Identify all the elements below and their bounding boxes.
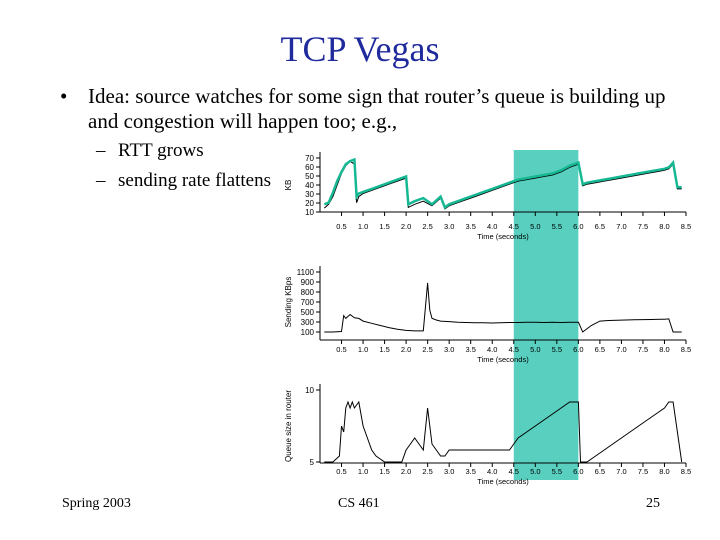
x-tick-label: 1.0 <box>358 222 368 231</box>
x-tick-label: 2.0 <box>401 222 411 231</box>
x-tick-label: 2.0 <box>401 345 411 354</box>
x-tick-label: 4.5 <box>509 345 519 354</box>
x-tick-label: 6.5 <box>595 467 605 476</box>
x-tick-label: 1.5 <box>379 222 389 231</box>
sub-marker: – <box>96 170 106 191</box>
x-tick-label: 8.0 <box>659 345 669 354</box>
y-tick-label: 700 <box>301 298 315 307</box>
x-tick-label: 5.0 <box>530 222 540 231</box>
y-tick-label: 1100 <box>297 268 315 277</box>
x-tick-label: 8.0 <box>659 467 669 476</box>
x-tick-label: 3.0 <box>444 222 454 231</box>
x-tick-label: 6.0 <box>573 345 583 354</box>
x-tick-label: 5.5 <box>552 222 562 231</box>
bullet-text: Idea: source watches for some sign that … <box>88 84 666 133</box>
x-tick-label: 5.0 <box>530 345 540 354</box>
highlight-band <box>513 150 579 480</box>
x-tick-label: 2.5 <box>422 222 432 231</box>
x-tick-label: 7.0 <box>616 467 626 476</box>
x-tick-label: 4.0 <box>487 467 497 476</box>
y-tick-label: 20 <box>305 199 314 208</box>
x-tick-label: 8.0 <box>659 222 669 231</box>
footer-page-number: 25 <box>646 496 660 511</box>
x-tick-label: 0.5 <box>336 222 346 231</box>
y-tick-label: 900 <box>301 278 315 287</box>
slide-title: TCP Vegas <box>280 29 440 69</box>
x-tick-label: 1.0 <box>358 345 368 354</box>
y-tick-label: 5 <box>310 458 315 467</box>
footer-date: Spring 2003 <box>62 496 131 511</box>
x-tick-label: 4.5 <box>509 467 519 476</box>
y-tick-label: 10 <box>305 208 314 217</box>
x-tick-label: 7.5 <box>638 222 648 231</box>
x-tick-label: 3.5 <box>465 467 475 476</box>
x-axis-label: Time (seconds) <box>477 355 529 364</box>
x-tick-label: 7.0 <box>616 222 626 231</box>
y-tick-label: 800 <box>301 288 315 297</box>
y-axis-label: Sending KBps <box>284 277 293 328</box>
x-tick-label: 6.5 <box>595 345 605 354</box>
x-tick-label: 6.5 <box>595 222 605 231</box>
x-tick-label: 8.5 <box>681 467 691 476</box>
x-tick-label: 3.0 <box>444 345 454 354</box>
x-tick-label: 4.5 <box>509 222 519 231</box>
x-axis-label: Time (seconds) <box>477 232 529 241</box>
y-tick-label: 60 <box>305 163 314 172</box>
y-tick-label: 100 <box>301 328 315 337</box>
x-tick-label: 7.5 <box>638 467 648 476</box>
y-axis-label: KB <box>284 180 293 191</box>
x-tick-label: 1.5 <box>379 467 389 476</box>
x-tick-label: 3.5 <box>465 222 475 231</box>
y-tick-label: 10 <box>305 386 314 395</box>
x-tick-label: 5.5 <box>552 467 562 476</box>
x-tick-label: 4.0 <box>487 345 497 354</box>
x-tick-label: 3.5 <box>465 345 475 354</box>
x-tick-label: 7.5 <box>638 345 648 354</box>
y-tick-label: 500 <box>301 308 315 317</box>
bullet-marker: • <box>60 84 68 108</box>
y-tick-label: 300 <box>301 318 315 327</box>
series-line-1 <box>324 282 682 333</box>
series-line-1 <box>323 160 682 210</box>
x-tick-label: 1.5 <box>379 345 389 354</box>
x-tick-label: 2.5 <box>422 467 432 476</box>
sub-marker: – <box>96 140 106 161</box>
footer-course: CS 461 <box>338 496 380 511</box>
y-tick-label: 30 <box>305 190 314 199</box>
x-tick-label: 2.5 <box>422 345 432 354</box>
x-tick-label: 3.0 <box>444 467 454 476</box>
x-tick-label: 6.0 <box>573 222 583 231</box>
sub-item-label: RTT grows <box>118 140 204 161</box>
x-tick-label: 8.5 <box>681 345 691 354</box>
x-tick-label: 7.0 <box>616 345 626 354</box>
y-tick-label: 40 <box>305 181 314 190</box>
x-tick-label: 5.0 <box>530 467 540 476</box>
x-axis-label: Time (seconds) <box>477 477 529 486</box>
x-tick-label: 0.5 <box>336 467 346 476</box>
x-tick-label: 0.5 <box>336 345 346 354</box>
series-line-1 <box>324 400 683 463</box>
sub-item-rtt: – RTT grows <box>96 140 204 162</box>
series-line-2 <box>323 157 682 210</box>
y-tick-label: 50 <box>305 172 314 181</box>
y-tick-label: 70 <box>305 154 314 163</box>
x-tick-label: 8.5 <box>681 222 691 231</box>
sub-item-label: sending rate flattens <box>118 170 272 191</box>
x-tick-label: 6.0 <box>573 467 583 476</box>
x-tick-label: 1.0 <box>358 467 368 476</box>
x-tick-label: 2.0 <box>401 467 411 476</box>
x-tick-label: 5.5 <box>552 345 562 354</box>
y-axis-label: Queue size in router <box>284 390 293 462</box>
sub-item-rate: – sending rate flattens <box>96 170 271 192</box>
chart-panel-3: 10 5 0.5 1.0 1.5 2.0 2.5 3.0 3.5 4.0 4.5 5.0 5.5 6.0 6… <box>284 384 691 486</box>
x-tick-label: 4.0 <box>487 222 497 231</box>
